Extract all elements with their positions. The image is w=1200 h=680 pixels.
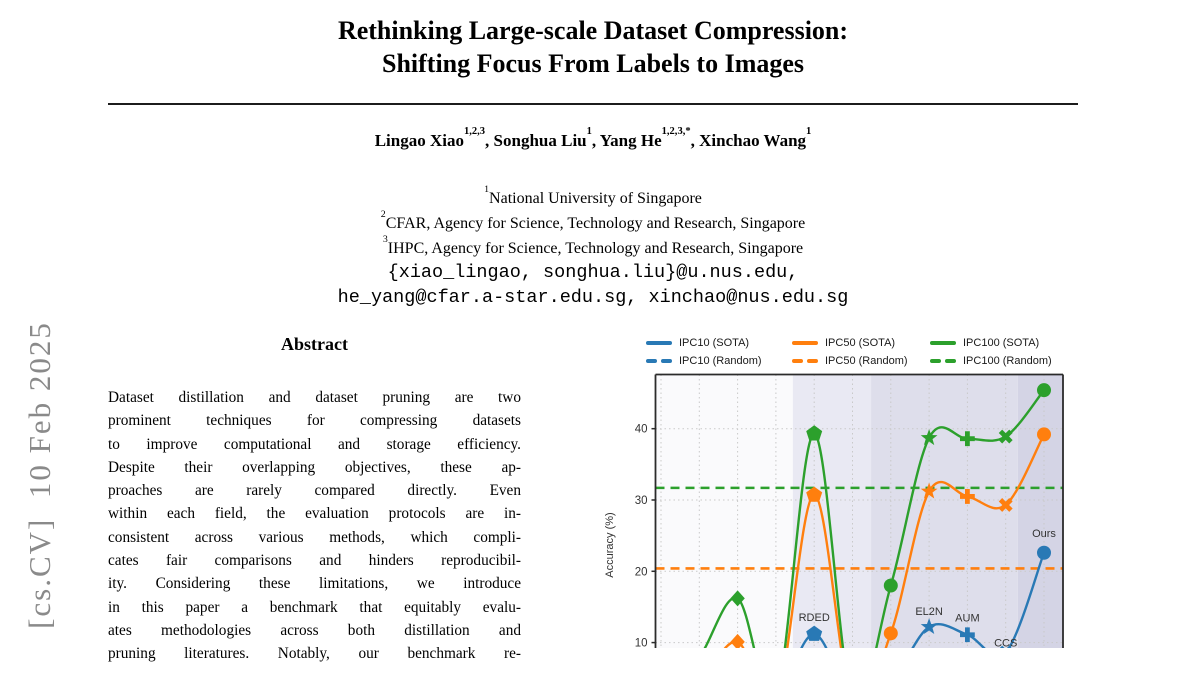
accuracy-chart: RDED EL2N AUM CCS Ours 40 30 20 10 Accuracy (%) [604, 373, 1064, 648]
y-axis-label: Accuracy (%) [604, 512, 616, 577]
marker-pentagon [806, 486, 823, 502]
marker-diamond [730, 633, 745, 648]
marker-x [998, 498, 1013, 512]
chart-legend: IPC10 (SOTA) IPC50 (SOTA) IPC100 (SOTA) IPC… [646, 334, 1052, 370]
legend-item-ipc10-random-: IPC10 (Random) [646, 352, 792, 370]
author-name: Yang He [599, 131, 662, 150]
author-affil-sup: 1,2,3,* [661, 126, 691, 138]
marker-pentagon [806, 625, 823, 641]
marker-pentagon [806, 425, 823, 441]
author-affil-sup: 1 [586, 126, 592, 138]
legend-label: IPC10 (Random) [679, 355, 762, 367]
affiliation-line: 1National University of Singapore [484, 183, 702, 207]
legend-label: IPC10 (SOTA) [679, 337, 750, 349]
affiliations: 1National University of Singapore 2CFAR, … [0, 183, 1186, 261]
legend-item-ipc10-sota-: IPC10 (SOTA) [646, 334, 792, 352]
annotation-ccs: CCS [994, 638, 1017, 648]
plot-band [655, 374, 793, 648]
affiliation-sup: 2 [380, 208, 386, 220]
annotation-el2n: EL2N [915, 606, 943, 618]
y-tick-label: 30 [635, 495, 648, 507]
legend-swatch-icon [792, 341, 818, 345]
marker-x [998, 429, 1013, 444]
marker-star [920, 482, 938, 499]
author-affil-sup: 1 [806, 126, 812, 138]
annotation-aum: AUM [955, 613, 979, 625]
email-line: {xiao_lingao, songhua.liu}@u.nus.edu, [387, 262, 799, 283]
abstract-section: Abstract Dataset distillation and datase… [108, 333, 521, 666]
legend-swatch-icon [646, 359, 672, 363]
abstract-line: consistent across various methods, which… [108, 528, 521, 546]
abstract-line: proaches are rarely compared directly. E… [108, 482, 521, 500]
paper-page: [cs.CV] 10 Feb 2025 Rethinking Large-sca… [0, 14, 1186, 663]
legend-item-ipc50-sota-: IPC50 (SOTA) [792, 334, 930, 352]
email-lines: {xiao_lingao, songhua.liu}@u.nus.edu, he_… [0, 260, 1186, 310]
legend-item-ipc50-random-: IPC50 (Random) [792, 352, 930, 370]
affiliation-sup: 3 [382, 233, 388, 245]
marker-circle [1037, 545, 1051, 560]
plot-band [1017, 374, 1063, 648]
author-name: Xinchao Wang [699, 131, 807, 150]
paper-title-line1: Rethinking Large-scale Dataset Compressi… [337, 16, 849, 45]
abstract-line: Despite their overlapping objectives, th… [108, 458, 521, 476]
legend-item-ipc100-random-: IPC100 (Random) [930, 352, 1052, 370]
paper-title-line2: Shifting Focus From Labels to Images [381, 49, 805, 78]
marker-plus [960, 489, 975, 504]
annotation-ours: Ours [1032, 528, 1056, 540]
marker-circle [883, 578, 898, 593]
plot-band [871, 374, 1018, 648]
legend-swatch-icon [646, 341, 672, 345]
marker-circle [1037, 427, 1051, 442]
author-name: Songhua Liu [493, 131, 587, 150]
abstract-line: ity. Considering these limitations, we i… [108, 575, 521, 593]
title-rule [108, 103, 1078, 105]
affiliation-line: 2CFAR, Agency for Science, Technology an… [380, 208, 806, 232]
abstract-line: within each field, the evaluation protoc… [108, 505, 521, 523]
abstract-line: to improve computational and storage eff… [108, 435, 521, 453]
paper-title: Rethinking Large-scale Dataset Compressi… [0, 14, 1186, 80]
annotation-rded: RDED [799, 612, 830, 624]
author-name: Lingao Xiao [374, 131, 464, 150]
arxiv-stamp: [cs.CV] 10 Feb 2025 [22, 321, 57, 629]
marker-plus [960, 627, 975, 643]
abstract-line: Dataset distillation and dataset pruning… [108, 389, 521, 406]
legend-swatch-icon [930, 359, 956, 363]
author-affil-sup: 1,2,3 [463, 126, 486, 138]
y-tick-label: 10 [635, 638, 648, 648]
abstract-heading: Abstract [281, 334, 348, 354]
legend-label: IPC50 (Random) [825, 355, 908, 367]
legend-label: IPC100 (SOTA) [963, 337, 1040, 349]
abstract-line: pruning literatures. Notably, our benchm… [108, 645, 521, 663]
author-line: Lingao Xiao1,2,3, Songhua Liu1, Yang He1… [374, 126, 812, 150]
abstract-body: Dataset distillation and dataset pruning… [108, 386, 521, 666]
marker-plus [960, 431, 975, 447]
marker-circle [1037, 383, 1051, 398]
abstract-line: prominent techniques for compressing dat… [108, 412, 521, 430]
affiliation-line: 3IHPC, Agency for Science, Technology an… [382, 233, 804, 257]
plot-band [792, 374, 872, 648]
abstract-line: cates fair comparisons and hinders repro… [108, 552, 521, 570]
marker-star [920, 618, 938, 635]
legend-item-ipc100-sota-: IPC100 (SOTA) [930, 334, 1052, 352]
y-tick-label: 40 [635, 424, 648, 436]
affiliation-sup: 1 [484, 183, 490, 195]
figure-1: IPC10 (SOTA) IPC50 (SOTA) IPC100 (SOTA) IPC… [600, 330, 1095, 648]
abstract-line: ates methodologies across both distillat… [108, 621, 521, 639]
marker-circle [883, 626, 898, 641]
abstract-line: in this paper a benchmark that equitably… [108, 598, 521, 616]
plot-area [656, 383, 1063, 648]
marker-diamond [730, 590, 745, 607]
legend-swatch-icon [792, 359, 818, 363]
y-tick-label: 20 [635, 566, 648, 578]
legend-label: IPC50 (SOTA) [825, 337, 896, 349]
legend-swatch-icon [930, 341, 956, 345]
marker-star [920, 429, 938, 446]
email-line: he_yang@cfar.a-star.edu.sg, xinchao@nus.… [337, 287, 849, 308]
legend-label: IPC100 (Random) [963, 355, 1052, 367]
